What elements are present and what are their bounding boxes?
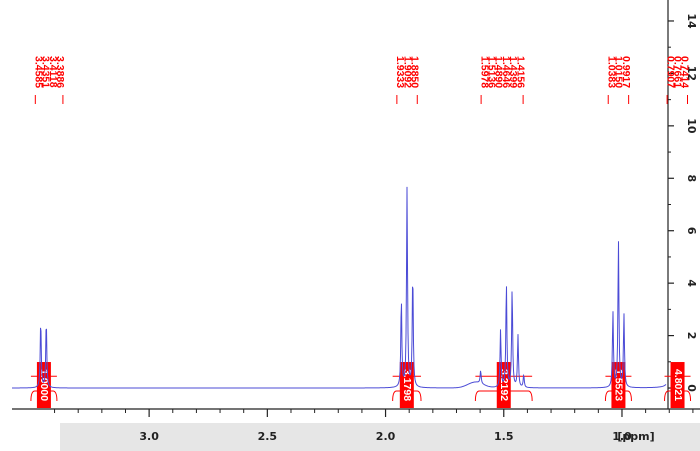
peak-shift-label: 1.0383 — [605, 56, 617, 88]
y-tick-label: 10 — [685, 118, 698, 134]
peak-shift-label: 3.3886 — [54, 56, 66, 88]
peak-label-bracket — [396, 95, 418, 104]
integral-value: 1.0000 — [38, 369, 50, 401]
peak-shift-label: 1.5136 — [486, 56, 498, 88]
peak-shift-label: 3.4118 — [47, 56, 59, 88]
peak-shift-label: 1.4399 — [507, 56, 519, 88]
peak-shift-label: 3.4585 — [33, 56, 45, 88]
y-tick-label: 6 — [685, 227, 698, 235]
integral-value: 3.1798 — [401, 369, 413, 401]
y-tick-label: 14 — [685, 13, 698, 29]
peak-shift-label: 0.7907 — [664, 56, 676, 88]
peak-label-bracket — [34, 95, 64, 104]
spectrum-trace — [12, 186, 667, 389]
peak-shift-label: 1.8850 — [408, 56, 420, 88]
peak-label-bracket — [480, 95, 524, 104]
integral-regions: 1.0000 3.1798 3.2192 1.5523 4.8021 — [30, 362, 692, 409]
x-tick-label: 1.5 — [494, 430, 514, 443]
peak-shift-label: 1.9092 — [401, 56, 413, 88]
peak-shift-label: 3.4351 — [40, 56, 52, 88]
peak-label-bracket — [607, 95, 630, 104]
peak-shift-label: 1.5978 — [478, 56, 490, 88]
integral-value: 3.2192 — [498, 369, 510, 401]
y-tick-label: 8 — [685, 174, 698, 182]
peak-shift-label: 1.4156 — [514, 56, 526, 88]
x-tick-label: 2.5 — [258, 430, 278, 443]
peak-shift-label: 0.7661 — [672, 56, 684, 88]
y-axis-ticks: 0 2 4 6 8 10 12 14 — [668, 13, 698, 392]
y-tick-label: 12 — [685, 66, 698, 81]
peak-shift-label: 1.4646 — [500, 56, 512, 88]
peak-shift-label: 1.4890 — [493, 56, 505, 88]
integral-value: 4.8021 — [672, 369, 684, 401]
peak-shift-label: 1.9333 — [394, 56, 406, 88]
x-tick-label: 2.0 — [376, 430, 396, 443]
y-tick-label: 0 — [685, 384, 698, 392]
y-tick-label: 2 — [685, 332, 698, 340]
y-tick-label: 4 — [685, 279, 698, 287]
x-axis-label: [ppm] — [617, 430, 654, 443]
integral-value-box — [670, 362, 685, 409]
peak-shift-label: 0.9917 — [620, 56, 632, 88]
x-axis-ticks: 3.0 2.5 2.0 1.5 1.0 — [54, 409, 694, 443]
x-tick-label: 3.0 — [139, 430, 159, 443]
peak-shift-label: 0.7414 — [679, 56, 691, 88]
integral-value-box — [611, 362, 626, 409]
integral-value-box — [496, 362, 511, 409]
peak-label-bracket — [666, 95, 689, 104]
peak-shift-label: 1.0150 — [613, 56, 625, 88]
footer-band — [60, 423, 700, 451]
x-tick-label: 1.0 — [612, 430, 632, 443]
